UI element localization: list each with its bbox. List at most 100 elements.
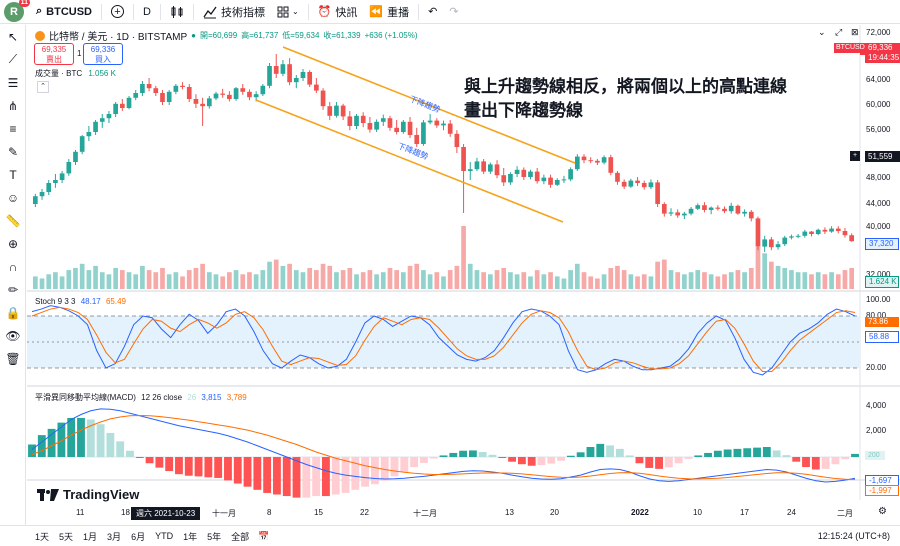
candles: [33, 54, 854, 252]
volume-bar: [554, 276, 560, 289]
macd-hist-bar: [802, 457, 810, 467]
brush-icon[interactable]: ✎: [7, 144, 19, 159]
annotation-text[interactable]: 與上升趨勢線相反，將兩個以上的高點連線 畫出下降趨勢線: [464, 75, 787, 123]
macd-hist-bar: [674, 457, 683, 464]
range-5d[interactable]: 5天: [59, 531, 74, 542]
replay-button[interactable]: ⏪ 重播: [363, 0, 415, 24]
user-avatar[interactable]: R 11: [4, 0, 30, 22]
collapse-legend-button[interactable]: ⌃: [37, 81, 49, 93]
chart-area[interactable]: 下降趨勢 下降趨勢 比特幣 / 美元 · 1D · BITSTAMP ● 開=6…: [27, 25, 900, 525]
range-6m[interactable]: 6月: [131, 531, 146, 542]
volume-bar: [608, 268, 614, 289]
text-icon[interactable]: T: [9, 167, 17, 182]
calendar-icon[interactable]: 📅: [258, 530, 270, 541]
stoch-axis-label: 20.00: [866, 363, 887, 372]
trend-line-icon[interactable]: ⟋: [8, 52, 18, 66]
volume-bar: [829, 272, 834, 289]
trash-icon[interactable]: 🗑: [5, 351, 21, 366]
magnet-icon[interactable]: ∩: [8, 259, 18, 274]
candle-body: [795, 235, 801, 237]
range-1y[interactable]: 1年: [183, 531, 198, 542]
x-axis-label: 20: [550, 508, 559, 517]
volume-bar: [59, 276, 65, 289]
macd-hist-bar: [811, 457, 820, 470]
downtrend-line-lower[interactable]: [255, 99, 564, 223]
alert-button[interactable]: ⏰ 快訊: [312, 0, 364, 24]
volume-bar: [728, 272, 734, 289]
candle-body: [126, 97, 132, 108]
tradingview-logo[interactable]: TradingView: [37, 487, 139, 502]
macd-hist-bar: [792, 457, 801, 462]
volume-bar: [514, 274, 520, 289]
volume-bar: [314, 270, 319, 289]
volume-bar: [106, 274, 112, 289]
macd-params: 12 26 close: [141, 393, 183, 402]
candle-body: [293, 78, 299, 83]
settings-gear-icon[interactable]: ⚙: [878, 506, 887, 517]
clock-time[interactable]: 12:15:24 (UTC+8): [817, 531, 890, 541]
divider: [101, 3, 103, 20]
volume-bar: [541, 274, 547, 289]
macd-hist-bar: [733, 448, 742, 457]
symbol-search-button[interactable]: ⌕ BTCUSD: [30, 0, 98, 24]
pencil-lock-icon[interactable]: ✏: [7, 282, 19, 297]
pitchfork-icon[interactable]: ⋔: [7, 98, 19, 113]
range-3m[interactable]: 3月: [107, 531, 122, 542]
close-icon[interactable]: ⊠: [851, 27, 859, 37]
macd-hist-bar: [419, 457, 428, 463]
annotation-line-1: 與上升趨勢線相反，將兩個以上的高點連線: [464, 77, 787, 97]
symbol-title[interactable]: 比特幣 / 美元 · 1D · BITSTAMP: [49, 32, 188, 43]
macd-hist-value: 26: [187, 393, 197, 402]
lock-icon[interactable]: 🔒: [5, 305, 21, 320]
downtrend-line-upper[interactable]: [282, 46, 576, 164]
range-all[interactable]: 全部: [231, 531, 250, 542]
volume-bar: [849, 268, 854, 289]
horizontal-lines-icon[interactable]: ☰: [7, 75, 19, 90]
plus-icon[interactable]: +: [850, 151, 860, 161]
fib-retracement-icon[interactable]: ≡: [9, 121, 17, 136]
emoji-icon[interactable]: ☺: [6, 190, 20, 205]
macd-hist-bar: [449, 452, 458, 457]
zoom-in-icon[interactable]: ⊕: [7, 236, 19, 251]
candle-body: [227, 94, 232, 99]
range-1d[interactable]: 1天: [35, 531, 50, 542]
candle-body: [434, 120, 440, 126]
indicators-button[interactable]: 技術指標: [197, 0, 271, 24]
volume-bar: [661, 259, 667, 289]
volume-bar: [568, 270, 573, 289]
volume-bar: [588, 276, 594, 289]
candles-icon: [171, 5, 183, 18]
macd-zero-tag: 200: [865, 451, 885, 460]
eye-icon[interactable]: 👁: [5, 328, 21, 343]
candle-body: [688, 208, 694, 214]
macd-hist-bar: [361, 457, 370, 487]
volume-bar: [655, 261, 660, 289]
volume-bar: [213, 274, 219, 289]
macd-hist-bar: [713, 450, 722, 457]
x-axis-label: 二月: [837, 509, 853, 518]
alarm-clock-icon: ⏰: [317, 6, 332, 18]
replay-label: 重播: [387, 6, 410, 19]
range-1m[interactable]: 1月: [83, 531, 98, 542]
ruler-icon[interactable]: 📏: [5, 213, 21, 228]
volume-bar: [334, 272, 339, 289]
buy-button[interactable]: 69,336 買入: [83, 43, 123, 65]
candle-body: [675, 212, 681, 216]
layouts-button[interactable]: ⌄: [271, 0, 305, 24]
sell-price: 69,335: [41, 45, 67, 54]
chart-canvas[interactable]: 下降趨勢 下降趨勢: [27, 25, 900, 525]
cursor-icon[interactable]: ↖: [7, 29, 19, 44]
chart-type-button[interactable]: [164, 0, 190, 24]
signal-value: 3,789: [226, 393, 247, 402]
compare-button[interactable]: +: [105, 0, 130, 24]
chevron-down-icon[interactable]: ⌄: [818, 27, 826, 37]
volume-bar: [394, 270, 400, 289]
sell-button[interactable]: 69,335 賣出: [34, 43, 74, 65]
maximize-icon[interactable]: ⤢: [835, 27, 843, 37]
interval-button[interactable]: D: [143, 5, 151, 18]
range-5y[interactable]: 5年: [207, 531, 222, 542]
macd-hist-bar: [224, 457, 232, 481]
range-ytd[interactable]: YTD: [155, 531, 174, 541]
undo-button[interactable]: ↶: [422, 0, 443, 24]
redo-button[interactable]: ↷: [443, 0, 464, 24]
